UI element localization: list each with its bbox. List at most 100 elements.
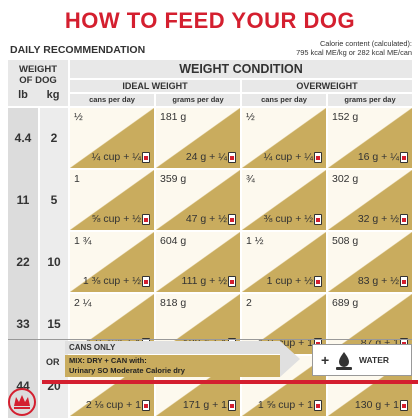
over-grams-per-day-header: grams per day xyxy=(328,94,412,106)
plus-icon: + xyxy=(321,352,330,368)
cell-mix-value: 1 ⅜ cup + ½ xyxy=(83,275,150,287)
can-icon xyxy=(314,213,322,225)
cans-only-legend: CANS ONLY xyxy=(65,341,280,354)
can-icon xyxy=(228,399,236,411)
cell-mix-value: 1 ⅝ cup + 1 xyxy=(258,399,322,411)
weight-lb-value: 22 xyxy=(16,255,30,269)
cell-top-value: ½ xyxy=(246,111,255,123)
weight-kg-value: 10 xyxy=(47,255,61,269)
cell-mix-text: 24 g + ¼ xyxy=(185,151,227,163)
cell-top-value: 604 g xyxy=(160,235,187,247)
feeding-cell-ideal-cans: 1 ⅝ cup + ½ xyxy=(70,170,154,230)
kg-column xyxy=(40,108,68,418)
can-icon xyxy=(228,151,236,163)
can-icon xyxy=(142,151,150,163)
calorie-line-2: 795 kcal ME/kg or 282 kcal ME/can xyxy=(296,48,412,57)
cell-top-value: 152 g xyxy=(332,111,359,123)
cell-mix-text: 32 g + ½ xyxy=(357,213,399,225)
royal-canin-crown-icon xyxy=(8,388,36,416)
page-title: HOW TO FEED YOUR DOG xyxy=(64,8,356,33)
cell-mix-value: ⅝ cup + ½ xyxy=(92,213,150,225)
mix-line-2: Urinary SO Moderate Calorie dry xyxy=(69,366,185,375)
cell-mix-value: 171 g + 1 xyxy=(183,399,236,411)
cell-mix-value: 16 g + ¼ xyxy=(358,151,408,163)
lb-column xyxy=(8,108,38,418)
cell-mix-text: 16 g + ¼ xyxy=(357,151,399,163)
can-icon xyxy=(314,275,322,287)
cell-mix-value: 2 ⅛ cup + 1 xyxy=(86,399,150,411)
cell-mix-text: 1 cup + ½ xyxy=(266,275,313,287)
feeding-cell-ideal-grams: 604 g 111 g + ½ xyxy=(156,232,240,292)
weight-kg-value: 5 xyxy=(50,193,58,207)
cell-mix-value: ¼ cup + ¼ xyxy=(92,151,150,163)
cell-top-value: ¾ xyxy=(246,173,255,185)
cell-mix-value: 111 g + ½ xyxy=(182,275,236,287)
cell-mix-text: 1 ⅝ cup + 1 xyxy=(257,399,313,411)
cell-top-value: ½ xyxy=(74,111,83,123)
cell-top-value: 359 g xyxy=(160,173,187,185)
feeding-cell-ideal-cans: ½ ¼ cup + ¼ xyxy=(70,108,154,168)
feeding-cell-over-grams: 302 g 32 g + ½ xyxy=(328,170,412,230)
over-cans-per-day-header: cans per day xyxy=(242,94,326,106)
can-icon xyxy=(400,275,408,287)
cell-mix-text: ⅜ cup + ½ xyxy=(263,213,313,225)
weight-of-dog-label: WEIGHT OF DOG xyxy=(19,64,57,86)
cell-mix-text: 83 g + ½ xyxy=(357,275,399,287)
unit-kg: kg xyxy=(46,89,60,101)
weight-condition-header: WEIGHT CONDITION xyxy=(70,60,412,78)
weight-kg-value: 15 xyxy=(47,317,61,331)
calorie-content: Calorie content (calculated): 795 kcal M… xyxy=(296,39,412,57)
cell-mix-text: 2 ⅛ cup + 1 xyxy=(85,399,141,411)
feeding-cell-over-grams: 508 g 83 g + ½ xyxy=(328,232,412,292)
feeding-cell-over-cans: 1 ½ 1 cup + ½ xyxy=(242,232,326,292)
cell-top-value: 1 xyxy=(74,173,80,185)
cell-mix-text: ¼ cup + ¼ xyxy=(263,151,313,163)
water-label: WATER xyxy=(359,355,390,365)
cell-top-value: 818 g xyxy=(160,297,187,309)
cell-mix-text: 47 g + ½ xyxy=(185,213,227,225)
weight-lb-value: 33 xyxy=(16,317,30,331)
can-icon xyxy=(142,213,150,225)
weight-kg-value: 2 xyxy=(50,131,58,145)
cell-mix-value: 32 g + ½ xyxy=(358,213,408,225)
ideal-cans-per-day-header: cans per day xyxy=(70,94,154,106)
or-label: OR xyxy=(46,357,60,367)
unit-lb: lb xyxy=(18,89,28,101)
can-icon xyxy=(142,399,150,411)
cell-mix-value: 130 g + 1 xyxy=(355,399,408,411)
cell-top-value: 1 ½ xyxy=(246,235,264,247)
can-icon xyxy=(400,213,408,225)
can-icon xyxy=(228,275,236,287)
arrow-icon xyxy=(280,341,300,377)
cell-mix-value: 47 g + ½ xyxy=(186,213,236,225)
feeding-cell-over-cans: ½ ¼ cup + ¼ xyxy=(242,108,326,168)
can-icon xyxy=(228,213,236,225)
water-bowl-icon xyxy=(336,352,352,370)
cell-top-value: 302 g xyxy=(332,173,359,185)
can-icon xyxy=(142,275,150,287)
feeding-cell-ideal-grams: 359 g 47 g + ½ xyxy=(156,170,240,230)
feeding-cell-ideal-cans: 1 ¾ 1 ⅜ cup + ½ xyxy=(70,232,154,292)
legend-divider xyxy=(8,339,412,340)
can-icon xyxy=(400,399,408,411)
cell-mix-text: 1 ⅜ cup + ½ xyxy=(82,275,141,287)
cell-mix-text: 171 g + 1 xyxy=(182,399,227,411)
daily-recommendation-label: DAILY RECOMMENDATION xyxy=(10,44,146,56)
cell-top-value: 508 g xyxy=(332,235,359,247)
mix-legend: MIX: DRY + CAN with: Urinary SO Moderate… xyxy=(65,355,280,377)
can-icon xyxy=(400,151,408,163)
weight-lb-value: 4.4 xyxy=(14,131,32,145)
calorie-line-1: Calorie content (calculated): xyxy=(319,39,412,48)
feeding-cell-ideal-grams: 181 g 24 g + ¼ xyxy=(156,108,240,168)
mix-line-1: MIX: DRY + CAN with: xyxy=(69,356,147,365)
weight-of-dog-header: WEIGHT OF DOG lb kg xyxy=(8,60,68,106)
cell-top-value: 2 ¼ xyxy=(74,297,92,309)
cell-mix-text: 111 g + ½ xyxy=(181,275,227,287)
cell-mix-text: 130 g + 1 xyxy=(354,399,399,411)
feeding-cell-over-grams: 152 g 16 g + ¼ xyxy=(328,108,412,168)
cell-mix-value: ⅜ cup + ½ xyxy=(264,213,322,225)
ideal-grams-per-day-header: grams per day xyxy=(156,94,240,106)
cell-top-value: 1 ¾ xyxy=(74,235,92,247)
cell-mix-value: ¼ cup + ¼ xyxy=(264,151,322,163)
footer-logo-bar xyxy=(2,380,418,420)
